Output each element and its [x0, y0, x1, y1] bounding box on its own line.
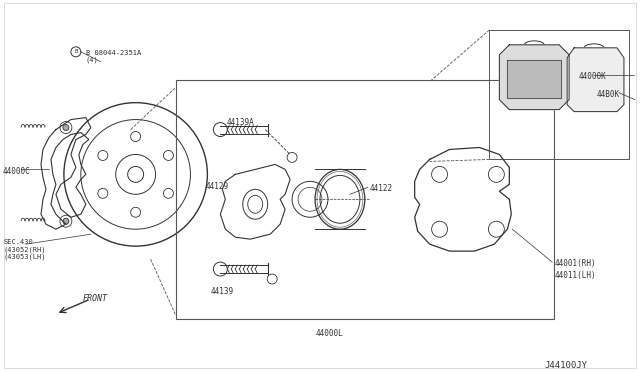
- Circle shape: [63, 218, 69, 224]
- Text: 44000C: 44000C: [3, 167, 31, 176]
- Text: 44122: 44122: [370, 185, 393, 193]
- Text: J44100JY: J44100JY: [544, 361, 588, 370]
- Text: B 08044-2351A
(4): B 08044-2351A (4): [86, 50, 141, 63]
- Text: 44001(RH): 44001(RH): [554, 259, 596, 268]
- Polygon shape: [499, 45, 569, 110]
- Text: 44129: 44129: [205, 182, 228, 191]
- Text: 44139: 44139: [211, 287, 234, 296]
- Text: 44000L: 44000L: [316, 329, 344, 338]
- Polygon shape: [567, 48, 624, 112]
- Bar: [490, 30, 629, 160]
- Text: 44B0K: 44B0K: [597, 90, 620, 99]
- Circle shape: [63, 125, 69, 131]
- Text: 44011(LH): 44011(LH): [554, 271, 596, 280]
- Polygon shape: [508, 60, 561, 98]
- Text: B: B: [74, 49, 77, 54]
- Text: 44000K: 44000K: [579, 72, 607, 81]
- Text: 44139A: 44139A: [227, 118, 254, 126]
- Bar: [175, 80, 554, 319]
- Text: FRONT: FRONT: [83, 294, 108, 303]
- Text: SEC.430
(43052(RH)
(43053(LH): SEC.430 (43052(RH) (43053(LH): [3, 239, 45, 260]
